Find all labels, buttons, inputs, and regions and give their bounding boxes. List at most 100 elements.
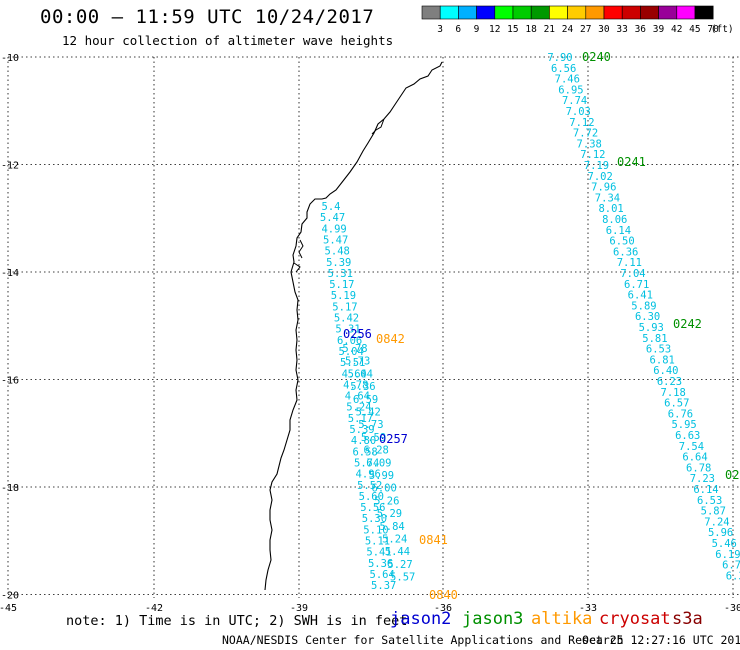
pass-label: 0840	[429, 588, 458, 602]
wave-height-value: 5.17	[329, 279, 354, 291]
wave-height-value: 5.17	[332, 301, 357, 313]
colorbar-tick-label: 15	[507, 24, 518, 33]
wave-height-value: 7.19	[584, 160, 609, 172]
wave-height-value: 6.41	[628, 290, 653, 302]
footer-credit: NOAA/NESDIS Center for Satellite Applica…	[222, 633, 624, 647]
wave-height-value: 6.56	[551, 63, 576, 75]
wave-height-value: 5.31	[335, 324, 360, 336]
map-gridlines	[7, 56, 740, 598]
longitude-labels: -45 -42 -39 -36 -33 -30	[0, 603, 740, 614]
wave-height-value: 6.14	[606, 225, 631, 237]
wave-height-value: 8.06	[602, 214, 627, 226]
wave-height-value: 6.14	[693, 484, 718, 496]
wave-height-value: 5.93	[639, 322, 664, 334]
wave-height-value: 5.31	[328, 268, 353, 280]
wave-height-value: 7.54	[679, 441, 704, 453]
latitude-label: -18	[1, 483, 19, 494]
wave-height-value: 6.59	[353, 394, 378, 406]
pass-label: 0240	[582, 50, 611, 64]
wave-height-value: 6.19	[715, 549, 740, 561]
latitude-label: -10	[1, 53, 19, 64]
colorbar-tick-label: 39	[653, 24, 665, 33]
wave-height-value: 6.95	[558, 84, 583, 96]
satellite-s3a-label: s3a	[672, 609, 703, 629]
pass-label: 0257	[379, 432, 408, 446]
wave-height-value: 5.44	[385, 546, 410, 558]
page-subtitle: 12 hour collection of altimeter wave hei…	[62, 33, 394, 48]
wave-height-value: 7.12	[569, 117, 594, 129]
colorbar-legend: 3 6 9 12 15 18 21 24 27 30 33 36 39 42 45 70(ft)	[421, 5, 734, 33]
wave-height-value: 7.38	[577, 138, 602, 150]
pass-label: 02	[725, 468, 739, 482]
wave-height-value: 6.09	[366, 457, 391, 469]
longitude-label: -45	[0, 603, 17, 614]
colorbar-tick-label: 45	[689, 24, 700, 33]
page-title: 00:00 – 11:59 UTC 10/24/2017	[40, 6, 375, 28]
colorbar-tick-label: 36	[635, 24, 647, 33]
wave-height-value: 7.04	[620, 268, 645, 280]
colorbar-tick-label: 24	[562, 24, 574, 33]
wave-height-value: 5.04	[348, 368, 373, 380]
wave-height-value: 5.73	[358, 419, 383, 431]
wave-height-value: 6.58	[352, 446, 377, 458]
wave-height-value: 6.40	[653, 365, 678, 377]
satellite-jason2-label: jason2	[390, 609, 452, 629]
longitude-label: -36	[434, 603, 452, 614]
colorbar-tick-label: 6	[455, 24, 461, 33]
longitude-label: -39	[290, 603, 308, 614]
wave-height-value: 6.53	[697, 495, 722, 507]
colorbar-tick-label: 12	[489, 24, 500, 33]
wave-height-value: 7.02	[588, 171, 613, 183]
wave-height-value: 6.28	[364, 445, 389, 457]
wave-height-value: 6.71	[624, 279, 649, 291]
wave-height-value: 7.03	[566, 106, 591, 118]
wave-height-value: 6.57	[664, 398, 689, 410]
latitude-label: -12	[1, 161, 19, 172]
wave-height-value: 5.39	[326, 257, 351, 269]
colorbar-tick-label: 70	[707, 24, 719, 33]
wave-height-value: 5.48	[325, 246, 350, 258]
wave-height-value: 6.30	[635, 311, 660, 323]
colorbar-tick-label: 9	[474, 24, 480, 33]
wave-height-value: 7.34	[595, 192, 620, 204]
wave-height-value: 7.96	[591, 182, 616, 194]
wave-height-value: 5.36	[350, 381, 375, 393]
wave-height-value: 4.80	[351, 435, 376, 447]
wave-height-value: 5.47	[323, 234, 348, 246]
wave-height-value: 6.81	[650, 354, 675, 366]
wave-height-value: 5.78	[342, 343, 367, 355]
latitude-label: -14	[1, 268, 19, 279]
satellite-cryosat-label: cryosat	[599, 609, 671, 629]
wave-height-value: 5.27	[387, 559, 412, 571]
wave-height-value: 5.19	[331, 290, 356, 302]
wave-height-value: 5.24	[382, 534, 407, 546]
pass-label: 0241	[617, 155, 646, 169]
coastline-bay-inlet	[293, 118, 385, 273]
longitude-label: -30	[724, 603, 740, 614]
wave-height-value: 5.59	[361, 432, 386, 444]
colorbar-tick-label: 33	[616, 24, 627, 33]
wave-height-value: 5.42	[356, 407, 381, 419]
wave-height-value: 6.53	[646, 344, 671, 356]
wave-height-value: 4.78	[343, 379, 368, 391]
wave-height-value: 7.24	[704, 516, 729, 528]
wave-height-value: 8.01	[598, 203, 623, 215]
wave-height-value: 5.73	[345, 356, 370, 368]
wave-height-value: 4.64	[345, 391, 370, 403]
pass-label: 0256	[343, 327, 372, 341]
pass-label: 0842	[376, 332, 405, 346]
longitude-label: -42	[145, 603, 163, 614]
wave-height-value: 5.46	[712, 538, 737, 550]
wave-height-value: 7.74	[562, 95, 587, 107]
wave-height-value: 4.96	[356, 469, 381, 481]
wave-height-value: 6.50	[609, 236, 634, 248]
colorbar-tick-label: 21	[544, 24, 556, 33]
wave-height-value: 5.84	[379, 521, 404, 533]
footer-timestamp: Oct 25 12:27:16 UTC 2017	[582, 633, 740, 647]
wave-height-value: 5.64	[370, 569, 395, 581]
wave-height-value: 6.36	[613, 246, 638, 258]
wave-height-value: 5.24	[346, 402, 371, 414]
pass-label: 0841	[419, 533, 448, 547]
wave-height-value: 7.90	[547, 52, 572, 64]
altimeter-tracks: 7.906.567.466.957.747.037.127.727.387.12…	[320, 52, 740, 592]
